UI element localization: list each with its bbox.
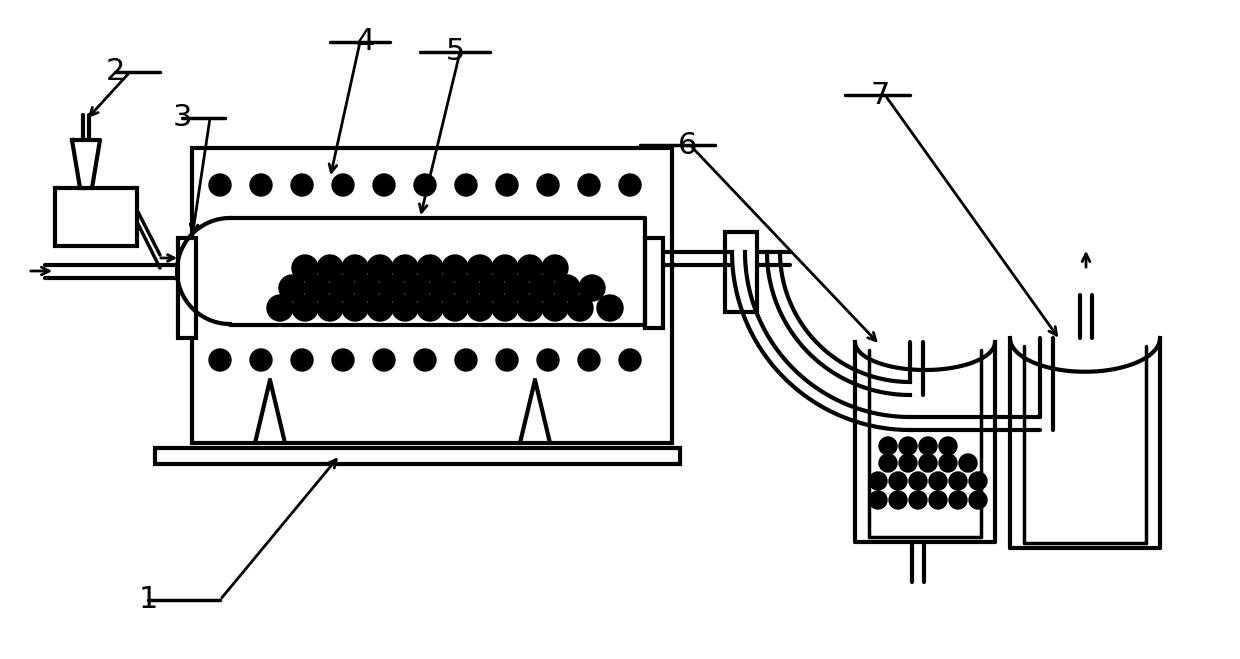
Circle shape: [939, 454, 957, 472]
Circle shape: [517, 295, 543, 321]
Circle shape: [479, 275, 505, 301]
Circle shape: [373, 174, 396, 196]
Text: 3: 3: [172, 103, 192, 132]
Circle shape: [968, 491, 987, 509]
Circle shape: [517, 255, 543, 281]
Circle shape: [899, 437, 918, 455]
Circle shape: [619, 349, 641, 371]
Circle shape: [596, 295, 622, 321]
Text: 4: 4: [356, 28, 374, 57]
Circle shape: [492, 255, 518, 281]
Circle shape: [329, 275, 355, 301]
Bar: [55, 188, 136, 246]
Circle shape: [291, 295, 317, 321]
Circle shape: [404, 275, 430, 301]
Circle shape: [367, 255, 393, 281]
Circle shape: [454, 275, 480, 301]
Circle shape: [332, 349, 353, 371]
Circle shape: [578, 174, 600, 196]
Circle shape: [919, 454, 937, 472]
Circle shape: [537, 174, 559, 196]
Circle shape: [332, 174, 353, 196]
Circle shape: [455, 174, 477, 196]
Circle shape: [392, 295, 418, 321]
Circle shape: [367, 295, 393, 321]
Circle shape: [455, 349, 477, 371]
Circle shape: [929, 491, 947, 509]
Circle shape: [317, 255, 343, 281]
Circle shape: [429, 275, 455, 301]
Bar: [179, 238, 196, 338]
Circle shape: [554, 275, 580, 301]
Circle shape: [467, 295, 494, 321]
Circle shape: [879, 437, 897, 455]
Circle shape: [537, 349, 559, 371]
Polygon shape: [72, 140, 100, 188]
Circle shape: [373, 349, 396, 371]
Circle shape: [210, 174, 231, 196]
Circle shape: [909, 472, 928, 490]
Circle shape: [492, 295, 518, 321]
Bar: [192, 148, 672, 443]
Circle shape: [899, 454, 918, 472]
Circle shape: [529, 275, 556, 301]
Text: 6: 6: [678, 130, 698, 159]
Circle shape: [267, 295, 293, 321]
Bar: [645, 238, 663, 328]
Circle shape: [317, 295, 343, 321]
Circle shape: [567, 295, 593, 321]
Circle shape: [304, 275, 330, 301]
Circle shape: [291, 349, 312, 371]
Bar: [155, 448, 680, 464]
Circle shape: [578, 349, 600, 371]
Circle shape: [879, 454, 897, 472]
Circle shape: [250, 349, 272, 371]
Circle shape: [210, 349, 231, 371]
Text: 1: 1: [139, 585, 157, 614]
Circle shape: [939, 437, 957, 455]
Circle shape: [619, 174, 641, 196]
Circle shape: [279, 275, 305, 301]
Circle shape: [579, 275, 605, 301]
Circle shape: [342, 295, 368, 321]
Circle shape: [392, 255, 418, 281]
Circle shape: [342, 255, 368, 281]
Circle shape: [467, 255, 494, 281]
Text: 7: 7: [870, 80, 889, 109]
Circle shape: [414, 174, 436, 196]
Circle shape: [414, 349, 436, 371]
Text: 2: 2: [105, 57, 125, 86]
Circle shape: [441, 295, 467, 321]
Circle shape: [503, 275, 529, 301]
Circle shape: [909, 491, 928, 509]
Circle shape: [949, 491, 967, 509]
Circle shape: [968, 472, 987, 490]
Bar: [725, 232, 756, 312]
Circle shape: [496, 349, 518, 371]
Circle shape: [929, 472, 947, 490]
Text: 5: 5: [445, 38, 465, 67]
Circle shape: [889, 491, 906, 509]
Circle shape: [542, 255, 568, 281]
Circle shape: [250, 174, 272, 196]
Circle shape: [353, 275, 379, 301]
Circle shape: [291, 174, 312, 196]
Circle shape: [889, 472, 906, 490]
Circle shape: [441, 255, 467, 281]
Circle shape: [919, 437, 937, 455]
Circle shape: [291, 255, 317, 281]
Circle shape: [542, 295, 568, 321]
Circle shape: [417, 255, 443, 281]
Circle shape: [949, 472, 967, 490]
Circle shape: [496, 174, 518, 196]
Circle shape: [417, 295, 443, 321]
Circle shape: [959, 454, 977, 472]
Circle shape: [869, 472, 887, 490]
Circle shape: [379, 275, 405, 301]
Circle shape: [869, 491, 887, 509]
